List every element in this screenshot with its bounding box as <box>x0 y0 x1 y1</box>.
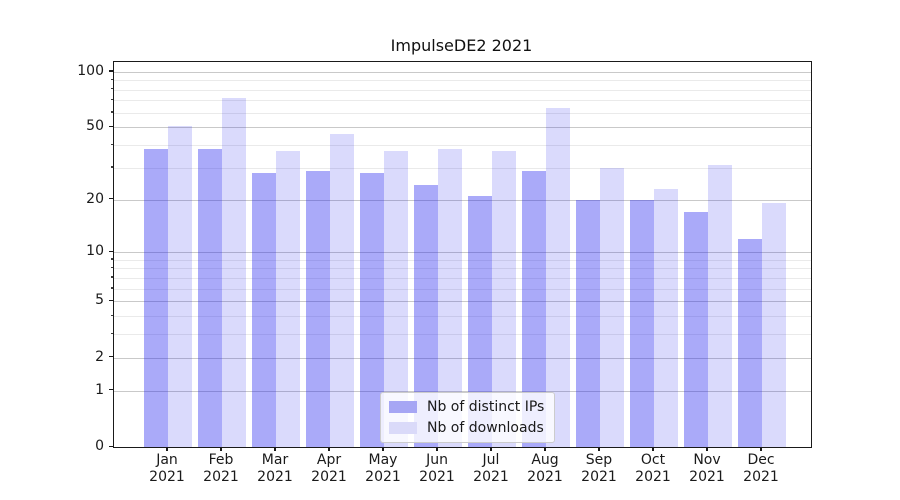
plot-area: Nb of distinct IPs Nb of downloads <box>113 61 812 448</box>
gridline-minor <box>114 288 811 290</box>
bar-downloads-apr <box>330 134 354 447</box>
x-tick-mark <box>436 447 438 451</box>
gridline-minor <box>114 89 811 91</box>
legend-item-downloads: Nb of downloads <box>389 420 544 436</box>
y-tick-label: 0 <box>95 438 104 454</box>
y-minor-tick-mark <box>110 143 113 145</box>
y-tick-mark <box>109 198 113 200</box>
x-tick-mark <box>760 447 762 451</box>
legend: Nb of distinct IPs Nb of downloads <box>380 392 556 443</box>
x-tick-mark <box>652 447 654 451</box>
bar-downloads-dec <box>762 203 786 447</box>
gridline-major <box>114 127 811 129</box>
bar-downloads-aug <box>546 107 570 447</box>
gridline-minor <box>114 316 811 318</box>
gridline-minor <box>114 277 811 279</box>
gridline-minor <box>114 112 811 114</box>
gridline-major <box>114 71 811 73</box>
y-tick-label: 50 <box>86 118 104 135</box>
gridline-minor <box>114 167 811 169</box>
legend-label-downloads: Nb of downloads <box>427 420 544 436</box>
legend-item-distinct-ips: Nb of distinct IPs <box>389 399 544 415</box>
y-minor-tick-mark <box>110 98 113 101</box>
legend-swatch-downloads <box>389 422 417 434</box>
x-tick-label: Aug 2021 <box>527 452 563 485</box>
y-minor-tick-mark <box>110 266 113 269</box>
bar-distinct-ips-oct <box>630 199 654 447</box>
y-minor-tick-mark <box>110 276 113 278</box>
x-tick-mark <box>166 447 168 451</box>
x-tick-label: Jan 2021 <box>149 452 185 485</box>
y-tick-mark <box>109 356 113 358</box>
legend-swatch-distinct-ips <box>389 401 417 413</box>
x-tick-mark <box>598 447 600 451</box>
y-tick-mark <box>109 299 113 302</box>
x-tick-mark <box>544 447 546 451</box>
bar-distinct-ips-sep <box>576 199 600 447</box>
x-tick-mark <box>274 447 276 451</box>
gridline-major <box>114 301 811 303</box>
bar-downloads-oct <box>654 188 678 447</box>
bar-downloads-feb <box>222 98 246 447</box>
bar-distinct-ips-apr <box>306 170 330 447</box>
gridline-major <box>114 357 811 359</box>
gridline-major <box>114 199 811 201</box>
y-tick-mark <box>109 445 113 447</box>
x-tick-label: May 2021 <box>365 452 401 485</box>
gridline-minor <box>114 145 811 147</box>
x-tick-mark <box>490 447 492 451</box>
x-tick-label: Dec 2021 <box>743 452 779 485</box>
y-tick-mark <box>109 389 113 391</box>
bar-downloads-sep <box>600 167 624 447</box>
y-tick-mark <box>109 250 113 252</box>
gridline-minor <box>114 80 811 82</box>
x-tick-mark <box>220 447 222 451</box>
y-tick-label: 20 <box>86 190 104 207</box>
x-tick-label: Mar 2021 <box>257 452 293 485</box>
x-tick-label: Oct 2021 <box>635 452 671 485</box>
bar-distinct-ips-dec <box>738 238 762 447</box>
x-tick-mark <box>328 447 330 451</box>
chart-title: ImpulseDE2 2021 <box>390 36 533 55</box>
y-tick-mark <box>109 125 113 128</box>
y-minor-tick-mark <box>110 78 113 80</box>
x-tick-label: Sep 2021 <box>581 452 617 485</box>
bar-distinct-ips-mar <box>252 173 276 447</box>
y-minor-tick-mark <box>110 258 113 260</box>
y-tick-mark <box>109 70 113 72</box>
bar-downloads-mar <box>276 151 300 447</box>
gridline-major <box>114 390 811 392</box>
bar-distinct-ips-jan <box>144 149 168 447</box>
y-minor-tick-mark <box>110 314 113 316</box>
y-minor-tick-mark <box>110 287 113 289</box>
gridline-major <box>114 252 811 254</box>
x-tick-label: Jun 2021 <box>419 452 455 485</box>
y-minor-tick-mark <box>110 166 113 168</box>
y-tick-label: 1 <box>95 381 104 398</box>
bar-downloads-nov <box>708 165 732 447</box>
gridline-minor <box>114 334 811 336</box>
bar-downloads-jan <box>168 125 192 447</box>
x-tick-label: Jul 2021 <box>473 452 509 485</box>
y-tick-label: 2 <box>95 348 104 365</box>
y-tick-label: 10 <box>86 243 104 260</box>
x-tick-label: Nov 2021 <box>689 452 725 485</box>
bar-distinct-ips-nov <box>684 212 708 447</box>
bar-distinct-ips-feb <box>198 149 222 447</box>
y-minor-tick-mark <box>110 332 113 334</box>
gridline-minor <box>114 268 811 270</box>
y-minor-tick-mark <box>110 88 113 90</box>
y-minor-tick-mark <box>110 111 113 113</box>
x-tick-label: Feb 2021 <box>203 452 239 485</box>
y-tick-label: 100 <box>77 62 104 79</box>
legend-label-distinct-ips: Nb of distinct IPs <box>427 399 545 415</box>
y-tick-label: 5 <box>95 292 104 309</box>
x-tick-label: Apr 2021 <box>311 452 347 485</box>
gridline-minor <box>114 100 811 102</box>
gridline-minor <box>114 259 811 261</box>
x-tick-mark <box>382 447 384 451</box>
x-tick-mark <box>706 447 708 451</box>
